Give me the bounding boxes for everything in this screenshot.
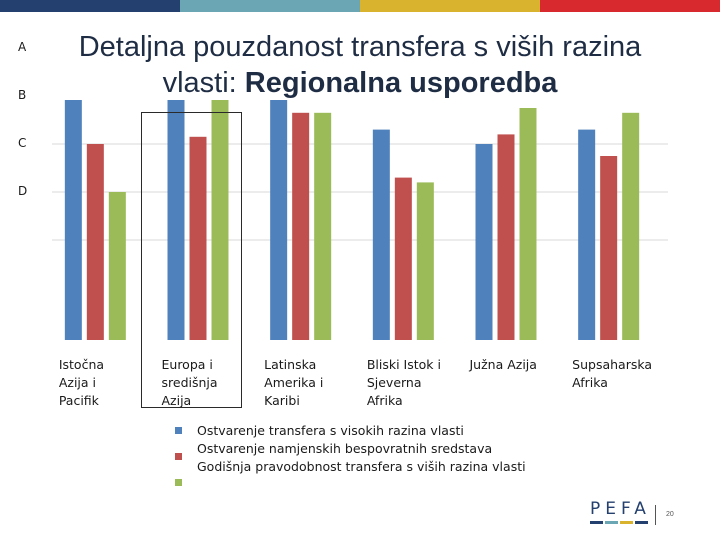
- category-label-line: Latinska: [264, 357, 317, 372]
- bar-2-series-1: [292, 112, 310, 340]
- logo-divider: [655, 505, 656, 525]
- bar-4-series-0: [475, 144, 493, 340]
- bar-chart: [52, 100, 668, 341]
- category-label-0: Istočna Azija i Pacifik: [59, 356, 104, 410]
- category-label-line: središnja: [161, 375, 218, 390]
- category-label-line: Bliski Istok i: [366, 357, 441, 372]
- legend-swatch-2: [175, 479, 182, 486]
- bar-4-series-1: [497, 134, 515, 340]
- legend-swatch-1: [175, 453, 182, 460]
- category-label-2: Latinska Amerika i Karibi: [264, 356, 323, 410]
- category-label-line: Afrika: [572, 375, 608, 390]
- slide-title-bold: Regionalna usporedba: [244, 67, 558, 99]
- bar-2-series-0: [270, 100, 288, 340]
- bar-1-series-0: [167, 100, 185, 341]
- bar-1-series-2: [211, 100, 229, 340]
- bar-4-series-2: [519, 108, 537, 340]
- category-label-line: Karibi: [264, 393, 300, 408]
- category-label-line: Europa i: [161, 357, 213, 372]
- bar-5-series-2: [622, 112, 640, 340]
- slide-title-line-2: vlasti: Regionalna usporedba: [0, 66, 720, 100]
- y-tick-label-c: C: [18, 136, 27, 150]
- top-accent-bar-gold: [360, 0, 540, 12]
- slide-title-line-1: Detaljna pouzdanost transfera s viših ra…: [78, 31, 642, 63]
- bar-5-series-1: [600, 156, 618, 340]
- category-label-line: Amerika i: [264, 375, 324, 390]
- highlight-box-europe-central-asia: [141, 112, 242, 408]
- pefa-logo: PEFA: [590, 499, 651, 519]
- top-accent-bar-red: [540, 0, 720, 12]
- bar-0-series-0: [64, 100, 82, 340]
- legend-label-2: Godišnja pravodobnost transfera s viših …: [197, 459, 526, 474]
- category-label-line: Supsaharska: [572, 357, 653, 372]
- y-tick-label-b: B: [18, 88, 27, 102]
- logo-stripe-navy-2: [635, 521, 648, 524]
- category-label-3: Bliski Istok i Sjeverna Afrika: [367, 356, 441, 410]
- category-label-line: Afrika: [366, 393, 403, 408]
- category-label-line: Istočna: [58, 357, 105, 372]
- category-label-line: Južna Azija: [469, 357, 537, 372]
- category-label-line: Azija: [161, 393, 192, 408]
- category-label-line: Azija i: [58, 375, 96, 390]
- category-label-5: Supsaharska Afrika: [572, 356, 652, 392]
- bar-3-series-0: [372, 129, 390, 340]
- logo-stripe-navy: [590, 521, 603, 524]
- legend-swatch-0: [175, 427, 182, 434]
- top-accent-bar-navy: [0, 0, 180, 12]
- page-number: 20: [666, 511, 674, 518]
- bar-0-series-2: [108, 192, 126, 340]
- bar-0-series-1: [86, 144, 104, 340]
- bar-2-series-2: [314, 112, 332, 340]
- logo-stripe-teal: [605, 521, 618, 524]
- top-accent-bar-teal: [180, 0, 360, 12]
- category-label-4: Južna Azija: [470, 356, 537, 374]
- category-label-line: Pacifik: [58, 393, 99, 408]
- legend-label-0: Ostvarenje transfera s visokih razina vl…: [197, 423, 464, 438]
- y-tick-label-d: D: [18, 184, 28, 198]
- category-label-line: Sjeverna: [366, 375, 422, 390]
- bar-5-series-0: [578, 129, 596, 340]
- logo-stripe-gold: [620, 521, 633, 524]
- slide-title-prefix: vlasti:: [162, 67, 245, 99]
- bar-3-series-1: [394, 177, 412, 340]
- legend-label-1: Ostvarenje namjenskih bespovratnih sreds…: [197, 441, 493, 456]
- bar-1-series-1: [189, 136, 207, 340]
- y-tick-label-a: A: [18, 40, 27, 54]
- category-label-1: Europa i središnja Azija: [162, 356, 218, 410]
- bar-3-series-2: [416, 182, 434, 340]
